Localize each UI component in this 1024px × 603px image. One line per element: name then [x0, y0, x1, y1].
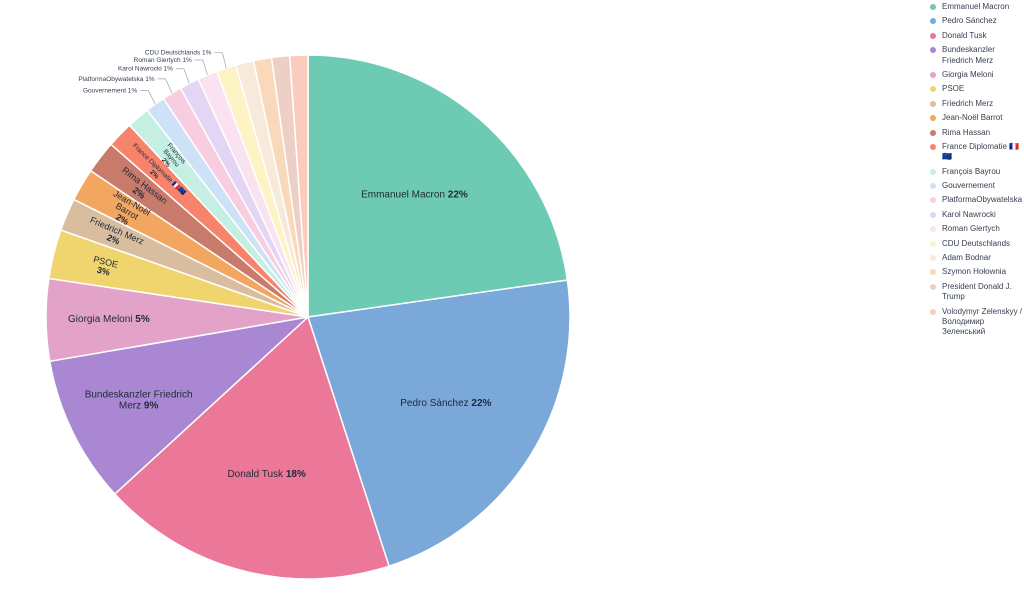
- legend-item-emmanuel-macron[interactable]: Emmanuel Macron: [930, 2, 1024, 12]
- legend-item-psoe[interactable]: PSOE: [930, 84, 1024, 94]
- legend-item-jean-noel-barrot[interactable]: Jean-Noël Barrot: [930, 113, 1024, 123]
- legend-swatch: [930, 255, 936, 262]
- legend-label: Rima Hassan: [942, 127, 991, 137]
- pie-slice-bundeskanzler-friedrich-merz[interactable]: [48, 315, 311, 496]
- legend-swatch: [930, 308, 936, 315]
- legend-label: François Bayrou: [942, 166, 1001, 176]
- legend-label: Karol Nawrocki: [942, 209, 996, 219]
- legend-label: Roman Giertych: [942, 224, 1000, 234]
- pie-slices: [45, 54, 571, 580]
- legend-swatch: [930, 197, 936, 204]
- legend-swatch: [930, 115, 936, 122]
- legend-swatch: [930, 168, 936, 175]
- leader-line-cdu-deutschlands: [214, 52, 227, 69]
- pie-slice-emmanuel-macron[interactable]: [307, 54, 569, 318]
- legend-swatch: [930, 211, 936, 218]
- legend-label: PlatformaObywatelska: [942, 195, 1023, 205]
- legend-label: Bundeskanzler Friedrich Merz: [942, 45, 995, 65]
- legend-swatch: [930, 226, 936, 233]
- slice-label-emmanuel-macron: Emmanuel Macron 22%: [361, 189, 468, 200]
- slice-label-platformaobywatelska: PlatformaObywatelska 1%: [78, 76, 154, 83]
- legend-label: Volodymyr Zelenskyy / Володимир Зеленськ…: [942, 306, 1023, 337]
- slice-label-roman-giertych: Roman Giertych 1%: [134, 57, 192, 64]
- legend-item-karol-nawrocki[interactable]: Karol Nawrocki: [930, 210, 1024, 220]
- legend-swatch: [930, 4, 936, 10]
- pie-chart: Emmanuel Macron 22% Pedro Sánchez 22% Dona…: [45, 50, 571, 580]
- slice-label-gouvernement: Gouvernement 1%: [83, 87, 137, 94]
- legend-label: Friedrich Merz: [942, 98, 994, 108]
- legend-item-donald-tusk[interactable]: Donald Tusk: [930, 31, 1024, 41]
- legend-item-szymon-ho-ownia[interactable]: Szymon Hołownia: [930, 267, 1024, 277]
- legend-swatch: [930, 86, 936, 93]
- legend-item-cdu-deutschlands[interactable]: CDU Deutschlands: [930, 239, 1024, 249]
- legend-item-rima-hassan[interactable]: Rima Hassan: [930, 128, 1024, 138]
- legend-label: Emmanuel Macron: [942, 2, 1010, 11]
- legend-label: CDU Deutschlands: [942, 238, 1011, 248]
- leader-line-platformaobywatelska: [157, 78, 173, 94]
- slice-label-donald-tusk: Donald Tusk 18%: [227, 469, 305, 480]
- legend-item-france-diplomatie[interactable]: France Diplomatie 🇫🇷 🇪🇺: [930, 142, 1024, 163]
- slice-label-giorgia-meloni: Giorgia Meloni 5%: [68, 314, 150, 325]
- legend-swatch: [930, 129, 936, 136]
- legend-label: Donald Tusk: [942, 30, 987, 40]
- leader-line-gouvernement: [140, 90, 156, 105]
- legend-item-roman-giertych[interactable]: Roman Giertych: [930, 224, 1024, 234]
- chart-legend: Emmanuel Macron Pedro Sánchez Donald Tusk B…: [930, 2, 1024, 342]
- slice-label-psoe: PSOE3%: [90, 254, 119, 279]
- legend-item-gouvernement[interactable]: Gouvernement: [930, 181, 1024, 191]
- legend-swatch: [930, 269, 936, 276]
- legend-label: Szymon Hołownia: [942, 267, 1007, 277]
- legend-swatch: [930, 143, 936, 150]
- pie-slice-donald-tusk[interactable]: [113, 315, 390, 580]
- legend-item-friedrich-merz[interactable]: Friedrich Merz: [930, 99, 1024, 109]
- legend-swatch: [930, 183, 936, 190]
- legend-item-platformaobywatelska[interactable]: PlatformaObywatelska: [930, 195, 1024, 205]
- legend-label: Giorgia Meloni: [942, 69, 994, 79]
- legend-item-francois-bayrou[interactable]: François Bayrou: [930, 167, 1024, 177]
- legend-label: France Diplomatie 🇫🇷 🇪🇺: [942, 141, 1020, 162]
- legend-item-adam-bodnar[interactable]: Adam Bodnar: [930, 253, 1024, 263]
- legend-item-giorgia-meloni[interactable]: Giorgia Meloni: [930, 70, 1024, 80]
- leader-line-roman-giertych: [194, 59, 208, 76]
- legend-label: President Donald J. Trump: [942, 281, 1012, 302]
- legend-item-volodymyr-zelenskyy[interactable]: Volodymyr Zelenskyy / Володимир Зеленськ…: [930, 307, 1024, 338]
- legend-swatch: [930, 18, 936, 25]
- leader-line-karol-nawrocki: [175, 68, 190, 84]
- legend-label: Pedro Sánchez: [942, 16, 997, 26]
- legend-label: Jean-Noël Barrot: [942, 113, 1003, 123]
- legend-item-president-donald-j-trump[interactable]: President Donald J. Trump: [930, 282, 1024, 303]
- legend-item-pedro-sanchez[interactable]: Pedro Sánchez: [930, 16, 1024, 26]
- legend-swatch: [930, 100, 936, 107]
- slice-label-pedro-sanchez: Pedro Sánchez 22%: [400, 398, 491, 409]
- pie-slice-pedro-sanchez[interactable]: [307, 279, 571, 568]
- legend-label: Gouvernement: [942, 181, 995, 191]
- slice-label-cdu-deutschlands: CDU Deutschlands 1%: [145, 50, 212, 57]
- slice-label-bundeskanzler-friedrich-merz: Bundeskanzler Friedrich Merz 9%: [85, 390, 193, 412]
- legend-swatch: [930, 47, 936, 54]
- legend-item-bundeskanzler-friedrich-merz[interactable]: Bundeskanzler Friedrich Merz: [930, 45, 1024, 66]
- legend-label: Adam Bodnar: [942, 253, 991, 263]
- legend-swatch: [930, 240, 936, 247]
- legend-label: PSOE: [942, 84, 965, 94]
- legend-swatch: [930, 32, 936, 39]
- pie-slice-volodymyr-zelenskyy[interactable]: [288, 54, 309, 318]
- legend-swatch: [930, 71, 936, 78]
- slice-label-karol-nawrocki: Karol Nawrocki 1%: [118, 66, 173, 73]
- legend-swatch: [930, 283, 936, 290]
